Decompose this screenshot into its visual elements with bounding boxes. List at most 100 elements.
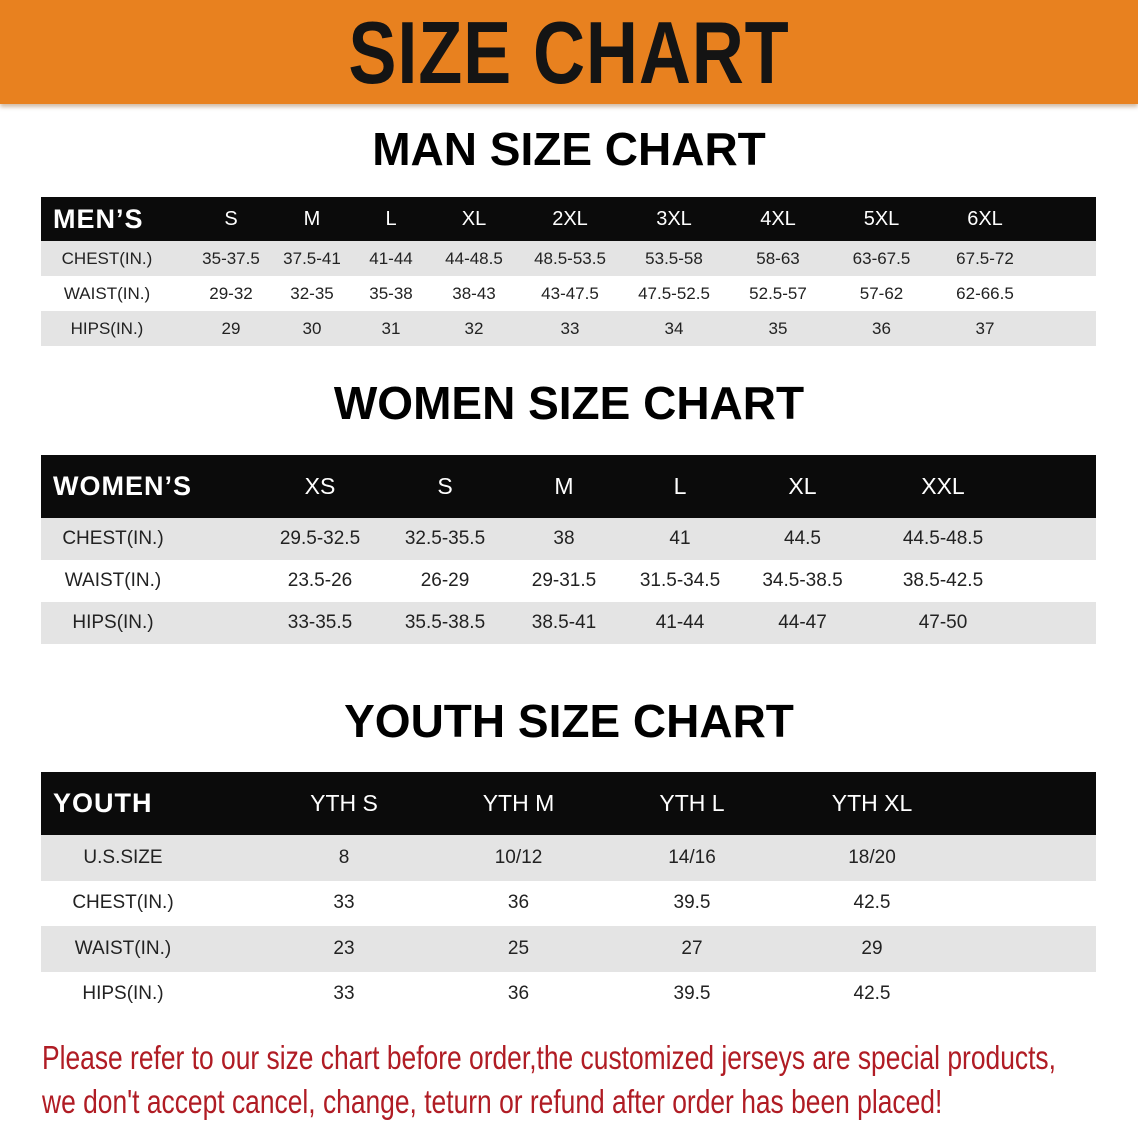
size-header: XXL: [921, 473, 965, 499]
table-cell: 38-43: [452, 283, 496, 303]
row-label: U.S.SIZE: [83, 846, 163, 868]
row-label: HIPS(IN.): [82, 983, 164, 1005]
table-cell: 38.5-41: [531, 612, 597, 633]
table-cell: 52.5-57: [749, 283, 807, 303]
table-row: HIPS(IN.) 33 36 39.5 42.5: [41, 971, 1096, 1017]
table-cell: 32: [464, 318, 484, 338]
youth-section-title: YOUTH SIZE CHART: [344, 695, 794, 747]
table-row: HIPS(IN.) 29 30 31 32 33 34 35 36 37: [41, 311, 1096, 346]
table-cell: 27: [681, 937, 703, 959]
table-row: CHEST(IN.) 33 36 39.5 42.5: [41, 880, 1096, 926]
table-cell: 62-66.5: [956, 283, 1014, 303]
table-header-row: YOUTH YTH S YTH M YTH L YTH XL: [41, 772, 1096, 835]
table-header-row: WOMEN’S XS S M L XL XXL: [41, 455, 1096, 518]
banner-title: SIZE CHART: [348, 3, 790, 102]
women-size-table: WOMEN’S XS S M L XL XXL CHEST(IN.) 29.5-32.5 32.5…: [41, 455, 1096, 644]
table-cell: 8: [338, 846, 350, 868]
table-cell: 63-67.5: [852, 248, 911, 268]
table-cell: 29: [861, 937, 883, 959]
size-header: XL: [788, 473, 817, 499]
table-cell: 29: [221, 318, 241, 338]
table-row: HIPS(IN.) 33-35.5 35.5-38.5 38.5-41 41-44 44-…: [41, 602, 1096, 644]
table-cell: 42.5: [853, 983, 891, 1005]
table-cell: 30: [302, 318, 322, 338]
table-cell: 37.5-41: [283, 248, 341, 268]
table-cell: 32-35: [290, 283, 334, 303]
size-header: L: [385, 207, 397, 230]
table-cell: 37: [975, 318, 995, 338]
table-cell: 33: [333, 983, 355, 1005]
table-row: WAIST(IN.) 23.5-26 26-29 29-31.5 31.5-34.5 34…: [41, 560, 1096, 602]
table-cell: 26-29: [420, 570, 470, 591]
table-cell: 41-44: [369, 248, 413, 268]
size-header: YTH L: [659, 790, 725, 816]
women-section-title: WOMEN SIZE CHART: [333, 377, 805, 429]
table-row: CHEST(IN.) 29.5-32.5 32.5-35.5 38 41 44.5 44.5…: [41, 518, 1096, 560]
table-row: U.S.SIZE 8 10/12 14/16 18/20: [41, 835, 1096, 881]
table-row: CHEST(IN.) 35-37.5 37.5-41 41-44 44-48.5 48.5…: [41, 241, 1096, 276]
row-label: HIPS(IN.): [72, 612, 154, 633]
row-label: WAIST(IN.): [63, 283, 151, 303]
men-section-title: MAN SIZE CHART: [372, 123, 766, 175]
table-cell: 42.5: [853, 892, 891, 914]
table-cell: 36: [507, 892, 530, 914]
row-label: WAIST(IN.): [64, 570, 162, 591]
note-line-1: Please refer to our size chart before or…: [42, 1039, 1056, 1076]
size-header: YTH XL: [831, 790, 913, 816]
table-cell: 58-63: [756, 248, 800, 268]
table-cell: 39.5: [673, 892, 711, 914]
table-row: WAIST(IN.) 23 25 27 29: [41, 926, 1096, 972]
row-label: HIPS(IN.): [70, 318, 144, 338]
table-cell: 23.5-26: [287, 570, 353, 591]
table-cell: 23: [333, 937, 355, 959]
table-cell: 33: [333, 892, 355, 914]
row-label: CHEST(IN.): [61, 248, 153, 268]
table-cell: 36: [872, 318, 891, 338]
table-cell: 48.5-53.5: [534, 248, 606, 268]
table-cell: 44-48.5: [445, 248, 503, 268]
men-size-table: MEN’S S M L XL 2XL 3XL 4XL 5XL 6XL CHEST(IN.) 35-37…: [41, 197, 1096, 346]
size-header: 3XL: [656, 207, 692, 230]
table-cell: 44-47: [778, 612, 827, 633]
table-cell: 18/20: [848, 846, 896, 868]
size-header: XS: [304, 473, 336, 499]
table-cell: 34.5-38.5: [762, 570, 843, 591]
size-header: S: [437, 473, 453, 499]
table-cell: 38.5-42.5: [902, 570, 984, 591]
table-cell: 35.5-38.5: [404, 612, 486, 633]
table-cell: 53.5-58: [645, 248, 703, 268]
table-cell: 41-44: [655, 612, 705, 633]
table-cell: 57-62: [859, 283, 904, 303]
table-cell: 47.5-52.5: [638, 283, 710, 303]
size-header: 5XL: [863, 207, 900, 230]
table-cell: 44.5: [784, 528, 821, 549]
youth-size-table: YOUTH YTH S YTH M YTH L YTH XL U.S.SIZE 8 10/12…: [41, 772, 1096, 1017]
table-cell: 10/12: [494, 846, 543, 868]
size-header: 6XL: [967, 207, 1003, 230]
table-cell: 36: [507, 983, 530, 1005]
banner: SIZE CHART: [0, 0, 1138, 104]
size-header: S: [224, 207, 238, 230]
table-cell: 33-35.5: [287, 612, 353, 633]
size-header: 4XL: [760, 207, 796, 230]
header-label: MEN’S: [53, 203, 144, 234]
table-cell: 14/16: [668, 846, 716, 868]
table-cell: 25: [507, 937, 530, 959]
row-label: WAIST(IN.): [74, 937, 172, 959]
size-header: YTH S: [310, 790, 378, 816]
note-line-2: we don't accept cancel, change, teturn o…: [42, 1083, 943, 1120]
table-cell: 29-31.5: [531, 570, 597, 591]
table-cell: 35-38: [369, 283, 413, 303]
header-label: WOMEN’S: [53, 471, 192, 501]
table-cell: 31: [381, 318, 401, 338]
table-cell: 29-32: [209, 283, 253, 303]
table-cell: 35-37.5: [202, 248, 260, 268]
row-label: CHEST(IN.): [72, 892, 174, 914]
table-cell: 35: [768, 318, 788, 338]
table-header-row: MEN’S S M L XL 2XL 3XL 4XL 5XL 6XL: [41, 197, 1096, 241]
size-header: M: [303, 207, 321, 230]
table-cell: 31.5-34.5: [639, 570, 721, 591]
table-cell: 29.5-32.5: [279, 528, 361, 549]
order-policy-note: Please refer to our size chart before or…: [42, 1036, 1138, 1124]
size-header: YTH M: [482, 790, 555, 816]
